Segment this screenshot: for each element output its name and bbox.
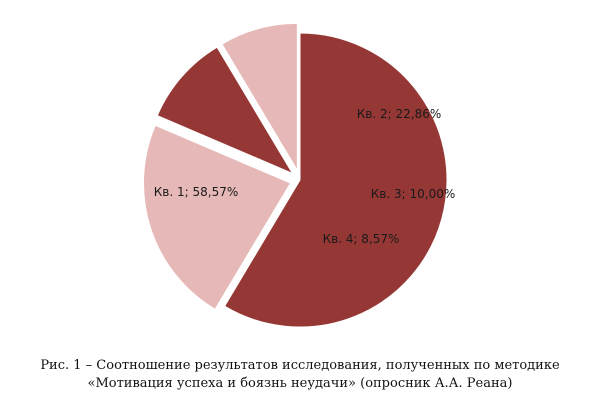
figure-caption: Рис. 1 – Соотношение результатов исследо… bbox=[10, 357, 590, 393]
pie-slice-label-4: Кв. 4; 8,57% bbox=[323, 232, 400, 246]
pie-slice-label-1: Кв. 1; 58,57% bbox=[154, 185, 238, 199]
pie-chart-svg: Кв. 1; 58,57% Кв. 2; 22,86% Кв. 3; 10,00% К… bbox=[142, 22, 455, 328]
pie-slice-3 bbox=[156, 46, 294, 175]
pie-slice-1 bbox=[223, 32, 448, 328]
pie-slice-label-3: Кв. 3; 10,00% bbox=[371, 187, 455, 201]
pie-slice-4 bbox=[221, 22, 298, 173]
pie-slice-2 bbox=[142, 124, 292, 310]
caption-line-1: Рис. 1 – Соотношение результатов исследо… bbox=[40, 358, 560, 373]
caption-line-2: «Мотивация успеха и боязнь неудачи» (опр… bbox=[87, 376, 513, 391]
pie-slice-label-2: Кв. 2; 22,86% bbox=[357, 107, 441, 121]
